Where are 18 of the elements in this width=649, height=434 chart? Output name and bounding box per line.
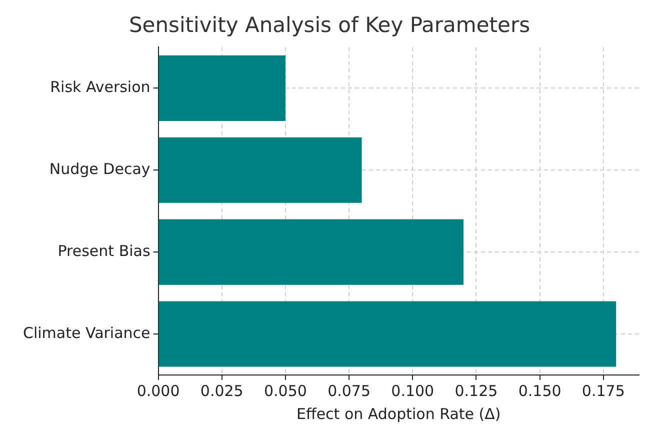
x-tick-label: 0.175 <box>582 382 625 400</box>
y-tick-label: Present Bias <box>58 242 150 260</box>
bar <box>158 219 464 285</box>
y-tick-label: Risk Aversion <box>50 78 150 96</box>
x-tick-label: 0.075 <box>328 382 371 400</box>
y-tick-label: Nudge Decay <box>49 160 150 178</box>
x-tick-label: 0.150 <box>518 382 562 400</box>
bar <box>158 137 362 203</box>
x-tick-label: 0.100 <box>391 382 434 400</box>
x-tick-label: 0.025 <box>200 382 244 400</box>
bar <box>158 301 616 367</box>
x-axis-title: Effect on Adoption Rate (Δ) <box>296 404 501 423</box>
bar <box>158 55 286 121</box>
x-tick-label: 0.125 <box>454 382 498 400</box>
chart-title: Sensitivity Analysis of Key Parameters <box>128 13 530 38</box>
x-tick-label: 0.000 <box>136 382 180 400</box>
x-tick-label: 0.050 <box>264 382 307 400</box>
y-tick-label: Climate Variance <box>22 324 150 342</box>
